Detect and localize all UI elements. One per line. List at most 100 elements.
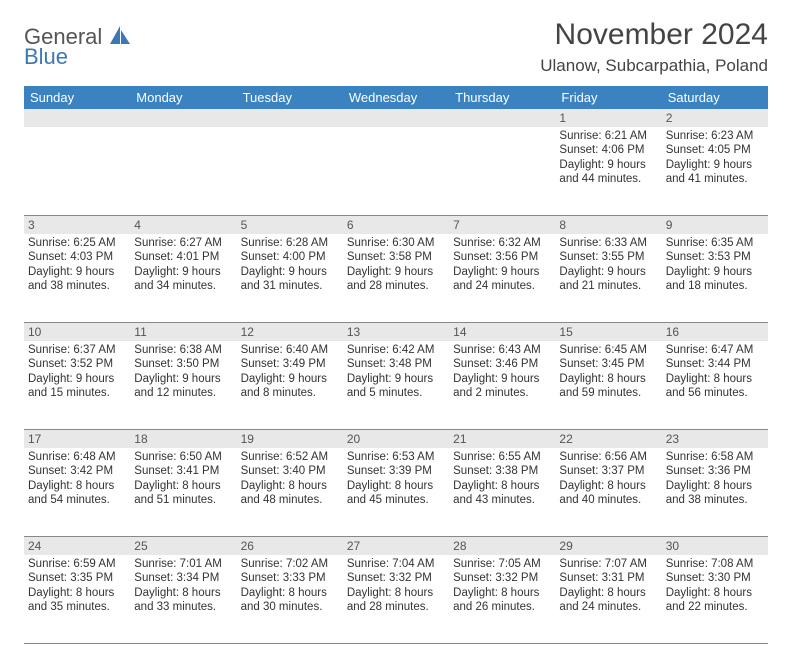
day-cell: Sunrise: 6:50 AMSunset: 3:41 PMDaylight:… (130, 448, 236, 536)
day-number: 20 (343, 430, 449, 448)
dayhead-fri: Friday (555, 86, 661, 109)
day-cell-content: Sunrise: 6:37 AMSunset: 3:52 PMDaylight:… (24, 341, 130, 405)
sunrise-text: Sunrise: 6:42 AM (347, 343, 445, 357)
daylight-text: Daylight: 8 hours (559, 586, 657, 600)
daylight-text: Daylight: 9 hours (241, 372, 339, 386)
daylight-text: Daylight: 8 hours (347, 586, 445, 600)
sunrise-text: Sunrise: 6:35 AM (666, 236, 764, 250)
daylight-text: Daylight: 9 hours (453, 372, 551, 386)
daylight-text: and 22 minutes. (666, 600, 764, 614)
sunset-text: Sunset: 3:52 PM (28, 357, 126, 371)
daylight-text: and 18 minutes. (666, 279, 764, 293)
sunset-text: Sunset: 3:30 PM (666, 571, 764, 585)
daylight-text: Daylight: 9 hours (134, 265, 232, 279)
sunrise-text: Sunrise: 6:25 AM (28, 236, 126, 250)
day-cell (237, 127, 343, 215)
daylight-text: and 43 minutes. (453, 493, 551, 507)
week-row: Sunrise: 6:59 AMSunset: 3:35 PMDaylight:… (24, 555, 768, 644)
daylight-text: Daylight: 8 hours (666, 479, 764, 493)
day-number: 5 (237, 216, 343, 234)
day-cell-content (449, 127, 555, 133)
sunrise-text: Sunrise: 7:01 AM (134, 557, 232, 571)
week-row: Sunrise: 6:37 AMSunset: 3:52 PMDaylight:… (24, 341, 768, 430)
sunrise-text: Sunrise: 6:23 AM (666, 129, 764, 143)
day-number: 26 (237, 537, 343, 555)
sunset-text: Sunset: 3:53 PM (666, 250, 764, 264)
day-number: 29 (555, 537, 661, 555)
daylight-text: Daylight: 9 hours (241, 265, 339, 279)
day-number: 4 (130, 216, 236, 234)
day-cell-content: Sunrise: 6:45 AMSunset: 3:45 PMDaylight:… (555, 341, 661, 405)
day-cell: Sunrise: 7:05 AMSunset: 3:32 PMDaylight:… (449, 555, 555, 643)
sunrise-text: Sunrise: 6:27 AM (134, 236, 232, 250)
daylight-text: and 21 minutes. (559, 279, 657, 293)
daylight-text: and 33 minutes. (134, 600, 232, 614)
day-cell: Sunrise: 6:23 AMSunset: 4:05 PMDaylight:… (662, 127, 768, 215)
daylight-text: and 38 minutes. (28, 279, 126, 293)
day-number: 8 (555, 216, 661, 234)
day-cell: Sunrise: 6:42 AMSunset: 3:48 PMDaylight:… (343, 341, 449, 429)
sunrise-text: Sunrise: 6:47 AM (666, 343, 764, 357)
week-row: Sunrise: 6:25 AMSunset: 4:03 PMDaylight:… (24, 234, 768, 323)
day-cell: Sunrise: 6:25 AMSunset: 4:03 PMDaylight:… (24, 234, 130, 322)
dayhead-tue: Tuesday (237, 86, 343, 109)
sunset-text: Sunset: 3:33 PM (241, 571, 339, 585)
dayhead-wed: Wednesday (343, 86, 449, 109)
day-number: 11 (130, 323, 236, 341)
day-cell: Sunrise: 7:01 AMSunset: 3:34 PMDaylight:… (130, 555, 236, 643)
daylight-text: Daylight: 8 hours (134, 479, 232, 493)
day-cell-content: Sunrise: 6:47 AMSunset: 3:44 PMDaylight:… (662, 341, 768, 405)
title-block: November 2024 Ulanow, Subcarpathia, Pola… (540, 18, 768, 76)
day-cell-content: Sunrise: 6:28 AMSunset: 4:00 PMDaylight:… (237, 234, 343, 298)
day-number: 22 (555, 430, 661, 448)
daylight-text: Daylight: 9 hours (28, 372, 126, 386)
day-cell-content (130, 127, 236, 133)
sunrise-text: Sunrise: 6:50 AM (134, 450, 232, 464)
sunrise-text: Sunrise: 7:04 AM (347, 557, 445, 571)
daylight-text: Daylight: 8 hours (134, 586, 232, 600)
sunrise-text: Sunrise: 6:58 AM (666, 450, 764, 464)
day-number: 28 (449, 537, 555, 555)
logo-line2: Blue (24, 44, 68, 69)
day-cell-content: Sunrise: 7:01 AMSunset: 3:34 PMDaylight:… (130, 555, 236, 619)
month-title: November 2024 (540, 18, 768, 52)
daylight-text: and 24 minutes. (453, 279, 551, 293)
sunrise-text: Sunrise: 6:48 AM (28, 450, 126, 464)
header: General Blue November 2024 Ulanow, Subca… (24, 18, 768, 76)
sunrise-text: Sunrise: 7:07 AM (559, 557, 657, 571)
sunset-text: Sunset: 3:48 PM (347, 357, 445, 371)
daylight-text: Daylight: 8 hours (28, 479, 126, 493)
daylight-text: Daylight: 8 hours (559, 479, 657, 493)
dayhead-sat: Saturday (662, 86, 768, 109)
day-number: 30 (662, 537, 768, 555)
dayhead-mon: Monday (130, 86, 236, 109)
sunrise-text: Sunrise: 7:05 AM (453, 557, 551, 571)
daylight-text: Daylight: 9 hours (347, 372, 445, 386)
day-cell (449, 127, 555, 215)
day-cell-content: Sunrise: 6:48 AMSunset: 3:42 PMDaylight:… (24, 448, 130, 512)
day-number: 24 (24, 537, 130, 555)
day-cell: Sunrise: 6:53 AMSunset: 3:39 PMDaylight:… (343, 448, 449, 536)
day-cell: Sunrise: 6:56 AMSunset: 3:37 PMDaylight:… (555, 448, 661, 536)
day-cell: Sunrise: 6:55 AMSunset: 3:38 PMDaylight:… (449, 448, 555, 536)
week-row: Sunrise: 6:21 AMSunset: 4:06 PMDaylight:… (24, 127, 768, 216)
sunset-text: Sunset: 3:50 PM (134, 357, 232, 371)
daylight-text: and 31 minutes. (241, 279, 339, 293)
day-cell-content: Sunrise: 6:30 AMSunset: 3:58 PMDaylight:… (343, 234, 449, 298)
day-cell-content: Sunrise: 6:55 AMSunset: 3:38 PMDaylight:… (449, 448, 555, 512)
daynum-row: 17181920212223 (24, 430, 768, 448)
day-cell-content: Sunrise: 6:43 AMSunset: 3:46 PMDaylight:… (449, 341, 555, 405)
sunrise-text: Sunrise: 6:56 AM (559, 450, 657, 464)
day-cell (130, 127, 236, 215)
daylight-text: and 28 minutes. (347, 600, 445, 614)
day-cell-content: Sunrise: 6:42 AMSunset: 3:48 PMDaylight:… (343, 341, 449, 405)
day-cell-content: Sunrise: 7:08 AMSunset: 3:30 PMDaylight:… (662, 555, 768, 619)
day-number: 15 (555, 323, 661, 341)
sunset-text: Sunset: 3:49 PM (241, 357, 339, 371)
sunset-text: Sunset: 4:00 PM (241, 250, 339, 264)
daylight-text: Daylight: 8 hours (666, 372, 764, 386)
day-cell: Sunrise: 7:07 AMSunset: 3:31 PMDaylight:… (555, 555, 661, 643)
day-cell-content: Sunrise: 6:40 AMSunset: 3:49 PMDaylight:… (237, 341, 343, 405)
day-cell-content: Sunrise: 7:05 AMSunset: 3:32 PMDaylight:… (449, 555, 555, 619)
day-number: 9 (662, 216, 768, 234)
